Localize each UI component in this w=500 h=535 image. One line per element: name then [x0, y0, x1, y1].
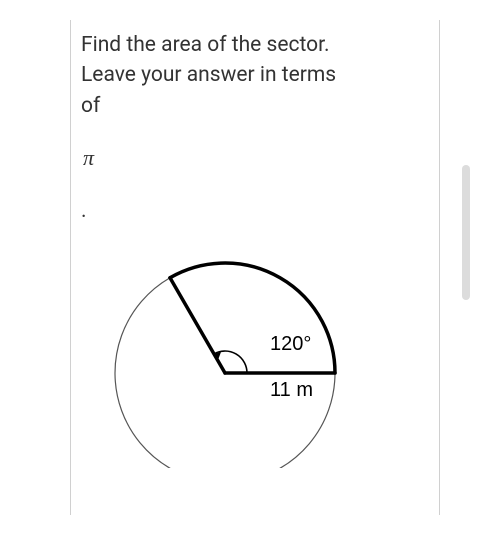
problem-container: Find the area of the sector. Leave your …: [70, 20, 440, 515]
radius-angled: [170, 278, 225, 373]
question-line-2: Leave your answer in terms: [81, 63, 336, 87]
question-line-1: Find the area of the sector.: [81, 33, 330, 57]
period: .: [81, 199, 419, 223]
sector-svg: 120° 11 m: [100, 258, 370, 468]
angle-label: 120°: [270, 333, 311, 355]
sector-diagram: 120° 11 m: [81, 258, 419, 468]
question-line-3: of: [81, 94, 100, 118]
scrollbar-thumb[interactable]: [462, 165, 470, 300]
pi-symbol: π: [81, 145, 419, 171]
radius-label: 11 m: [270, 379, 313, 401]
question-text: Find the area of the sector. Leave your …: [81, 30, 419, 121]
